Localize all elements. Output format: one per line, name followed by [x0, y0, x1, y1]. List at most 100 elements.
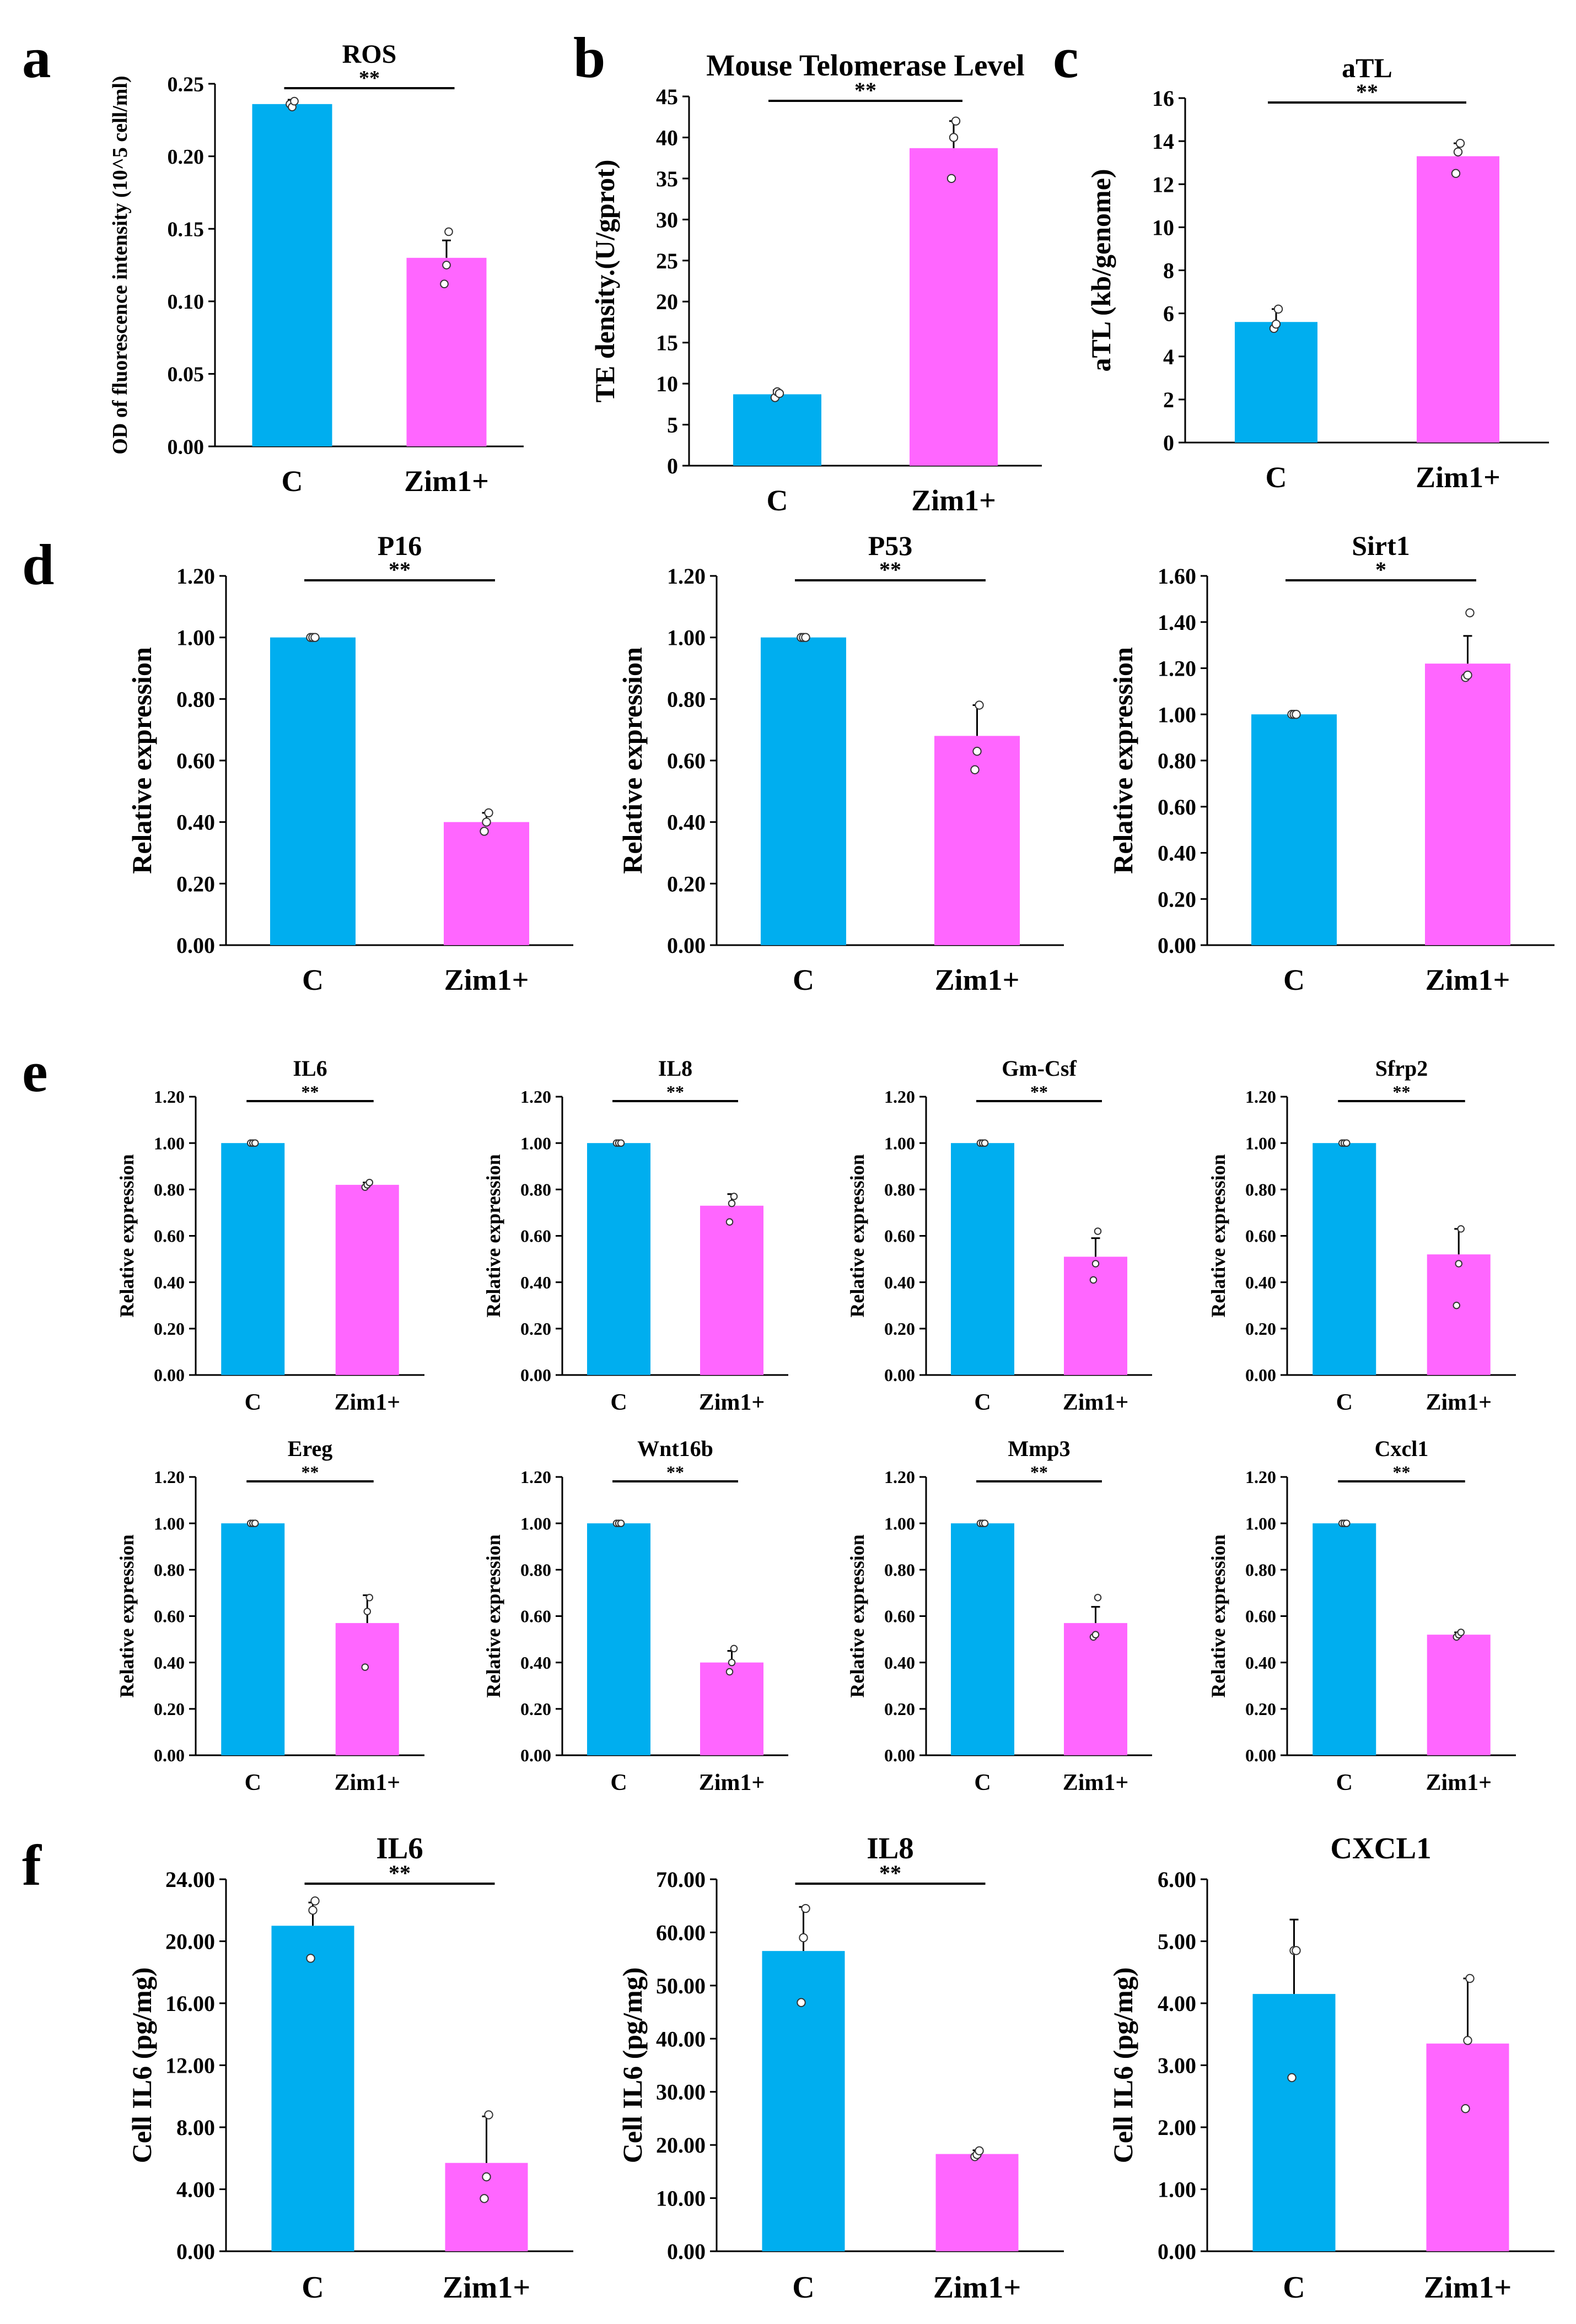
data-point [981, 1139, 989, 1147]
y-tick-label: 0.60 [176, 748, 215, 773]
y-tick-label: 0.60 [667, 748, 706, 773]
y-tick-label: 8 [1163, 258, 1174, 283]
y-tick-label: 0.80 [1158, 748, 1196, 773]
y-tick-label: 1.00 [1158, 702, 1196, 727]
chart-title: Sirt1 [1352, 530, 1410, 561]
y-tick-label: 1.00 [1245, 1513, 1276, 1533]
chart-e-gmcsf: Gm-Csf 0.00 0.20 0.40 0.60 0.80 1.00 1.20 Relati… [846, 1056, 1152, 1415]
category-label: C [792, 2271, 814, 2305]
y-tick-label: 12 [1152, 172, 1174, 197]
significance-label: ** [879, 1861, 901, 1885]
significance-label: ** [666, 1462, 684, 1482]
y-axis-label: Cell IL6 (pg/mg) [126, 1967, 157, 2164]
category-label: Zim1+ [699, 1770, 765, 1795]
y-tick-label: 40 [656, 125, 678, 150]
bar-control [1251, 714, 1337, 945]
y-tick-label: 0.80 [520, 1560, 551, 1580]
chart-e-il8: IL8 0.00 0.20 0.40 0.60 0.80 1.00 1.20 Relative … [482, 1056, 788, 1415]
y-tick-label: 1.00 [520, 1133, 551, 1153]
y-tick-label: 10 [656, 371, 678, 396]
y-tick-label: 0.20 [520, 1699, 551, 1719]
bar-control [271, 1926, 354, 2251]
chart-title: Ereg [288, 1436, 332, 1461]
y-tick-label: 1.00 [884, 1513, 915, 1533]
y-tick-label: 1.20 [176, 564, 215, 589]
category-label: C [974, 1390, 991, 1415]
y-tick-label: 0.40 [520, 1272, 551, 1292]
data-point [1455, 138, 1465, 148]
data-point [310, 633, 320, 642]
panel-letter-c: c [1053, 25, 1079, 90]
data-point [1463, 670, 1472, 680]
category-label: C [302, 963, 324, 996]
chart-title: IL8 [658, 1056, 692, 1081]
y-tick-label: 15 [656, 331, 678, 355]
y-tick-label: 0.40 [1158, 841, 1196, 866]
y-axis-label: Relative expression [617, 647, 648, 874]
chart-title: Gm-Csf [1002, 1056, 1077, 1081]
y-axis-label: Relative expression [1107, 647, 1138, 874]
bar-treated [1064, 1257, 1127, 1375]
chart-title: IL6 [376, 1831, 423, 1865]
y-tick-label: 0.40 [176, 810, 215, 835]
y-tick-label: 6.00 [1158, 1867, 1196, 1892]
chart-title: P53 [868, 530, 913, 561]
bar-treated [910, 148, 998, 466]
y-tick-label: 0.00 [667, 933, 706, 958]
data-point [728, 1199, 736, 1207]
data-point [444, 227, 453, 236]
y-tick-label: 0.00 [176, 2239, 215, 2264]
y-tick-label: 0.00 [176, 933, 215, 958]
data-point [801, 1904, 810, 1913]
y-tick-label: 6 [1163, 301, 1174, 326]
bar-control [951, 1523, 1014, 1755]
significance-label: ** [879, 557, 901, 582]
y-tick-label: 0.20 [520, 1319, 551, 1339]
y-axis-label: Relative expression [116, 1534, 138, 1697]
y-tick-label: 1.00 [176, 626, 215, 650]
data-point [1292, 710, 1301, 719]
y-tick-label: 1.20 [667, 564, 706, 589]
y-tick-label: 0.40 [154, 1653, 185, 1673]
y-tick-label: 45 [656, 84, 678, 109]
y-tick-label: 0 [667, 454, 678, 478]
data-point [1461, 2104, 1470, 2113]
y-tick-label: 1.00 [1158, 2177, 1196, 2202]
y-tick-label: 0.00 [520, 1365, 551, 1385]
panel-letter-e: e [22, 1039, 48, 1104]
y-tick-label: 50.00 [656, 1973, 706, 1998]
bar-treated [1417, 156, 1499, 443]
bar-control [221, 1143, 285, 1375]
y-tick-label: 0.20 [1245, 1319, 1276, 1339]
y-tick-label: 10.00 [656, 2186, 706, 2211]
y-tick-label: 40.00 [656, 2026, 706, 2051]
data-point [1292, 1946, 1301, 1955]
category-label: Zim1+ [911, 484, 996, 517]
data-point [251, 1139, 259, 1147]
y-tick-label: 0.20 [667, 871, 706, 896]
category-label: Zim1+ [444, 963, 529, 996]
data-point [1091, 1260, 1100, 1268]
data-point [482, 817, 491, 827]
y-tick-label: 1.00 [520, 1513, 551, 1533]
y-tick-label: 25 [656, 249, 678, 273]
bar-control [1252, 1994, 1336, 2251]
panel-letter-a: a [22, 25, 51, 90]
data-point [306, 1954, 315, 1963]
significance-label: ** [1356, 79, 1378, 104]
category-label: C [610, 1390, 627, 1415]
data-point [972, 747, 982, 756]
data-point [1094, 1227, 1102, 1235]
category-label: Zim1+ [443, 2271, 530, 2305]
y-tick-label: 1.20 [520, 1467, 551, 1487]
data-point [725, 1218, 734, 1226]
y-tick-label: 0.00 [667, 2239, 706, 2264]
data-point [1273, 304, 1283, 314]
y-tick-label: 1.20 [1158, 656, 1196, 681]
y-tick-label: 1.00 [884, 1133, 915, 1153]
category-label: C [1283, 2271, 1305, 2305]
y-tick-label: 0.00 [154, 1365, 185, 1385]
y-tick-label: 0 [1163, 430, 1174, 455]
data-point [1091, 1631, 1100, 1638]
y-tick-label: 0.80 [176, 687, 215, 711]
